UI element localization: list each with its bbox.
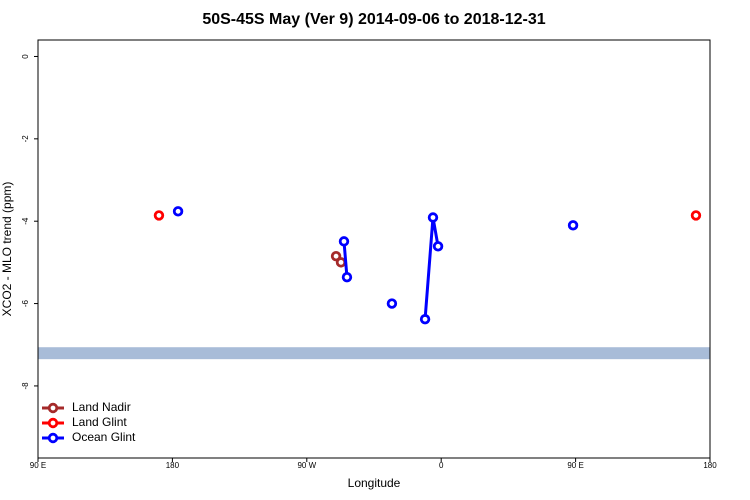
chart-title: 50S-45S May (Ver 9) 2014-09-06 to 2018-1… [202, 11, 545, 28]
x-tick-label: 90 E [30, 461, 46, 470]
legend-label: Land Glint [72, 415, 127, 429]
y-tick-label: -8 [21, 382, 30, 390]
x-tick-label: 90 E [567, 461, 583, 470]
y-tick-label: -2 [21, 135, 30, 143]
data-point [335, 257, 347, 268]
x-tick-label: 0 [439, 461, 444, 470]
plot-frame [37, 39, 711, 459]
data-point [567, 220, 579, 231]
x-tick-label: 90 W [297, 461, 316, 470]
x-axis-label: Longitude [348, 476, 401, 490]
data-point [427, 212, 439, 223]
legend-label: Ocean Glint [72, 430, 136, 444]
data-point [172, 206, 184, 217]
data-point [341, 272, 353, 283]
x-tick-label: 180 [703, 461, 717, 470]
x-tick-label: 180 [166, 461, 180, 470]
legend-marker [47, 432, 59, 444]
data-point [419, 314, 431, 325]
series-line [423, 217, 440, 320]
data-point [432, 241, 444, 252]
data-point [386, 298, 398, 309]
y-tick-label: 0 [21, 54, 30, 59]
band [38, 347, 710, 360]
data-point [153, 210, 165, 221]
legend-marker [47, 402, 59, 414]
data-point [330, 251, 342, 262]
y-axis-label: XCO2 - MLO trend (ppm) [0, 182, 14, 317]
data-point [690, 210, 702, 221]
series-line [342, 241, 349, 278]
y-tick-label: -6 [21, 299, 30, 307]
legend-label: Land Nadir [72, 400, 131, 414]
y-tick-label: -4 [21, 217, 30, 225]
data-point [338, 236, 350, 247]
legend-marker [47, 417, 59, 429]
